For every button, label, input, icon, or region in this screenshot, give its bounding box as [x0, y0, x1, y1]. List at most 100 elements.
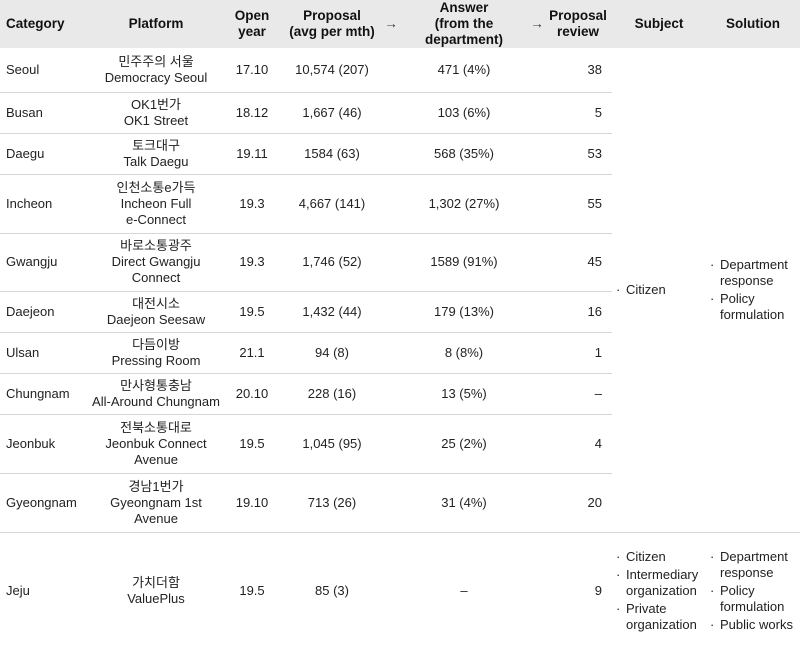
- header-platform: Platform: [88, 0, 224, 48]
- platform-cell: OK1번가 OK1 Street: [88, 92, 224, 133]
- bullet-item: · Policy formulation: [710, 582, 785, 614]
- subject-list: · Citizen · Intermediary organization · Priva…: [616, 549, 706, 633]
- bullet-icon: ·: [616, 548, 621, 564]
- solution-list: · Department response · Policy formulation ·…: [710, 549, 800, 633]
- table-row: Jeju 가치더함 ValuePlus 19.5 85 (3) – 9 · Citizen · In…: [0, 532, 800, 649]
- platform-name-line: 민주주의 서울: [118, 53, 194, 69]
- platform-name-line: 바로소통광주: [120, 238, 192, 253]
- bullet-icon: ·: [710, 256, 715, 272]
- platform-cell: 바로소통광주 Direct Gwangju Connect: [88, 233, 224, 291]
- category-cell: Gyeongnam: [6, 494, 77, 510]
- platform-cell: 전북소통대로 Jeonbuk Connect Avenue: [88, 414, 224, 473]
- platform-name-line: All-Around Chungnam: [92, 393, 220, 409]
- answer-cell: 1589 (91%): [430, 254, 498, 269]
- table-row: Seoul 민주주의 서울 Democracy Seoul 17.10 10,574 (…: [0, 48, 800, 322]
- platform-name-line: 전북소통대로: [120, 419, 192, 435]
- open-year-cell: 19.5: [239, 303, 265, 319]
- table-row: Gwangju 바로소통광주 Direct Gwangju Connect 19.3 1,…: [0, 233, 800, 291]
- bullet-icon: ·: [616, 600, 621, 616]
- proposal-cell: 1,045 (95): [302, 435, 362, 451]
- solution-cell: · Department response · Policy formulation ·…: [706, 532, 800, 649]
- proposal-cell: 85 (3): [315, 582, 349, 598]
- platform-name-line: Daejeon Seesaw: [106, 311, 206, 327]
- platform-name-line: Direct Gwangju: [111, 254, 201, 269]
- open-year-cell: 17.10: [235, 61, 269, 77]
- platform-name-line: Gyeongnam 1st: [110, 494, 202, 510]
- arrow-spacer: [384, 48, 398, 92]
- arrow-spacer: [530, 532, 544, 649]
- open-year-cell: 19.11: [236, 145, 268, 161]
- header-solution: Solution: [706, 0, 800, 48]
- arrow-spacer: [530, 414, 544, 473]
- platform-name-line: Connect: [131, 270, 181, 285]
- platform-name-line: 다듬이방: [132, 336, 180, 352]
- header-answer: Answer (from the department): [398, 0, 530, 48]
- arrow-spacer: [530, 48, 544, 92]
- arrow-icon: →: [384, 0, 398, 48]
- arrow-spacer: [530, 233, 544, 291]
- bullet-item: · Citizen: [616, 548, 666, 564]
- category-cell: Jeju: [6, 582, 30, 598]
- arrow-spacer: [530, 92, 544, 133]
- table-row: Jeonbuk 전북소통대로 Jeonbuk Connect Avenue 19.5 1,…: [0, 414, 800, 473]
- platform-name-line: OK1 Street: [123, 112, 189, 128]
- arrow-spacer: [384, 174, 398, 233]
- bullet-item: · Intermediary organization: [616, 566, 699, 598]
- arrow-spacer: [384, 332, 398, 373]
- bullet-icon: ·: [616, 281, 621, 297]
- platform-name-line: Talk Daegu: [123, 153, 189, 169]
- table-row: Busan OK1번가 OK1 Street 18.12 1,667 (46) 103 (…: [0, 92, 800, 133]
- open-year-cell: 21.1: [239, 344, 265, 360]
- proposal-cell: 4,667 (141): [298, 195, 366, 211]
- header-review: Proposal review: [544, 0, 612, 48]
- proposal-cell: 1,432 (44): [302, 303, 362, 319]
- arrow-spacer: [530, 291, 544, 332]
- platform-name-line: e-Connect: [126, 211, 186, 227]
- arrow-spacer: [530, 133, 544, 174]
- table-row: Incheon 인천소통e가득 Incheon Full e-Connect 19.3 4…: [0, 174, 800, 233]
- open-year-cell: 18.12: [235, 104, 269, 120]
- header-open-year: Open year: [224, 0, 280, 48]
- arrow-spacer: [530, 332, 544, 373]
- open-year-cell: 19.3: [239, 195, 265, 211]
- open-year-cell: 20.10: [235, 385, 269, 401]
- proposal-cell: 10,574 (207): [295, 61, 369, 77]
- bullet-item: · Citizen: [616, 281, 666, 297]
- review-cell: 16: [587, 303, 602, 319]
- arrow-spacer: [530, 174, 544, 233]
- table-row: Ulsan 다듬이방 Pressing Room 21.1 94 (8) 8 (8%) 1: [0, 332, 800, 373]
- answer-cell: 471 (4%): [437, 61, 491, 77]
- header-row: Category Platform Open year Proposal (avg …: [0, 0, 800, 48]
- bullet-icon: ·: [710, 290, 715, 306]
- answer-cell: 103 (6%): [437, 104, 491, 120]
- category-cell: Ulsan: [6, 344, 40, 360]
- platform-name-line: 토크대구: [132, 137, 180, 153]
- arrow-spacer: [384, 233, 398, 291]
- category-cell: Gwangju: [6, 254, 58, 269]
- platform-name-line: Avenue: [134, 510, 178, 526]
- arrow-spacer: [384, 414, 398, 473]
- review-cell: 53: [587, 145, 602, 161]
- platform-name-line: Avenue: [134, 451, 178, 467]
- open-year-cell: 19.10: [235, 494, 269, 510]
- review-cell: 4: [594, 435, 602, 451]
- arrow-spacer: [384, 473, 398, 532]
- platform-cell: 경남1번가 Gyeongnam 1st Avenue: [88, 473, 224, 532]
- bullet-icon: ·: [710, 548, 715, 564]
- table-row: Chungnam 만사형통충남 All-Around Chungnam 20.10 22…: [0, 373, 800, 414]
- platform-name-line: Pressing Room: [111, 352, 201, 368]
- review-cell: 9: [594, 582, 602, 598]
- category-cell: Incheon: [6, 195, 53, 211]
- proposal-cell: 1,667 (46): [302, 104, 362, 120]
- bullet-icon: ·: [710, 582, 715, 598]
- proposal-cell: 1,746 (52): [302, 254, 362, 269]
- open-year-cell: 19.5: [239, 582, 265, 598]
- table-row: Daejeon 대전시소 Daejeon Seesaw 19.5 1,432 (44) 1…: [0, 291, 800, 332]
- arrow-spacer: [384, 133, 398, 174]
- subject-cell: · Citizen: [612, 48, 706, 532]
- subject-list: · Citizen: [616, 282, 706, 298]
- answer-cell: 31 (4%): [441, 494, 487, 510]
- category-cell: Daejeon: [6, 303, 55, 319]
- platform-name-line: Democracy Seoul: [104, 69, 208, 85]
